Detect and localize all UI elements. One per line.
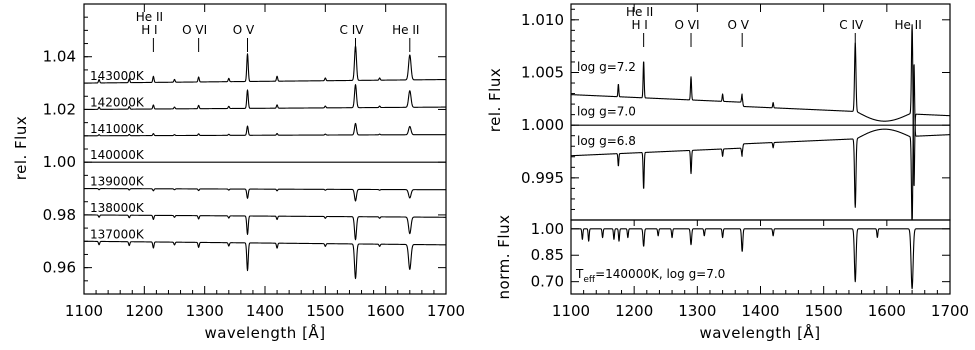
- right-x-tick-label: 1700: [931, 302, 969, 320]
- left-series-line: [83, 240, 447, 280]
- right-bottom-y-tick-label: 0.70: [531, 273, 564, 291]
- annotation-text: =140000K, log g=7.0: [595, 267, 725, 281]
- right-top-y-tick-label: 1.005: [521, 63, 564, 81]
- left-series-label: 143000K: [90, 69, 145, 83]
- right-top-series-line: [570, 64, 951, 221]
- right-top-series-label: log g=7.2: [577, 60, 636, 74]
- left-series-line: [83, 45, 447, 84]
- right-top-series-label: log g=7.0: [577, 104, 636, 118]
- right-line-marker-label: He II: [894, 18, 921, 32]
- left-series-line: [83, 122, 447, 137]
- left-series-label: 139000K: [90, 175, 145, 189]
- left-y-tick-label: 0.96: [43, 259, 76, 277]
- left-series-label: 137000K: [90, 227, 145, 241]
- left-x-tick-label: 1100: [65, 302, 103, 320]
- left-y-axis-title: rel. Flux: [12, 116, 30, 180]
- left-series-label: 142000K: [90, 95, 145, 109]
- right-top-y-tick-label: 1.000: [521, 116, 564, 134]
- left-line-marker-label-top: He II: [136, 10, 163, 24]
- right-top-y-tick-label: 0.995: [521, 169, 564, 187]
- right-x-tick-label: 1200: [615, 302, 653, 320]
- right-line-marker-label: O V: [727, 18, 749, 32]
- left-x-axis: 1100 1200 1300 1400 1500 1600 1700: [65, 4, 465, 320]
- right-line-marker-label: C IV: [839, 18, 864, 32]
- left-y-tick-label: 0.98: [43, 206, 76, 224]
- left-x-axis-title: wavelength [Å]: [204, 323, 325, 342]
- left-series-line: [83, 214, 447, 241]
- left-y-tick-label: 1.00: [43, 153, 76, 171]
- left-series-label: 138000K: [90, 201, 145, 215]
- right-x-tick-label: 1300: [678, 302, 716, 320]
- left-line-marker-label: H I: [141, 23, 157, 37]
- left-y-axis: 0.96 0.98 1.00 1.02 1.04: [43, 3, 446, 282]
- left-y-tick-label: 1.04: [43, 48, 76, 66]
- right-line-marker-label: H I: [631, 18, 647, 32]
- left-series-label: 141000K: [90, 122, 145, 136]
- right-x-tick-label: 1100: [552, 302, 590, 320]
- left-line-marker-label: O V: [233, 23, 255, 37]
- left-series-line: [83, 84, 447, 110]
- right-bottom-plot-area: [570, 228, 951, 290]
- right-top-y-axis: 0.995 1.000 1.005 1.010: [521, 8, 950, 210]
- right-top-y-axis-title: rel. Flux: [486, 68, 504, 132]
- right-top-series-label: log g=6.8: [577, 134, 636, 148]
- right-top-plot-area: log g=7.2 log g=7.0 log g=6.8: [570, 24, 951, 221]
- left-x-tick-label: 1200: [125, 302, 163, 320]
- left-line-marker-label: C IV: [340, 23, 365, 37]
- annotation-subscript: eff: [583, 275, 596, 285]
- right-x-axis: 1100 1200 1300 1400 1500 1600 1700: [552, 4, 969, 320]
- left-y-tick-label: 1.02: [43, 100, 76, 118]
- right-panel: log g=7.2 log g=7.0 log g=6.8 0.995 1.000 1.…: [486, 3, 969, 342]
- right-line-marker-label: O VI: [675, 18, 700, 32]
- annotation-prefix: T: [575, 267, 584, 281]
- right-bottom-y-axis: 0.70 0.85 1.00: [531, 220, 950, 291]
- left-x-tick-label: 1600: [367, 302, 405, 320]
- annotation-teff: Teff=140000K, log g=7.0: [575, 267, 725, 285]
- right-bottom-series-line: [570, 228, 951, 290]
- right-top-series-line: [570, 24, 951, 187]
- left-series-line: [83, 188, 447, 202]
- right-bottom-y-tick-label: 1.00: [531, 220, 564, 238]
- left-panel: 143000K 142000K 141000K 140000K 139000K 13800…: [12, 3, 465, 342]
- right-bottom-plot-frame: [570, 219, 951, 295]
- right-bottom-y-axis-title: norm. Flux: [495, 215, 513, 300]
- left-line-marker-label: He II: [392, 23, 419, 37]
- left-x-tick-label: 1700: [427, 302, 465, 320]
- left-series-label: 140000K: [90, 148, 145, 162]
- left-x-tick-label: 1300: [186, 302, 224, 320]
- left-line-marker-label: O VI: [182, 23, 207, 37]
- left-plot-area: 143000K 142000K 141000K 140000K 139000K 13800…: [83, 45, 447, 280]
- left-x-tick-label: 1400: [246, 302, 284, 320]
- right-x-tick-label: 1600: [868, 302, 906, 320]
- right-x-axis-title: wavelength [Å]: [699, 323, 820, 342]
- right-x-tick-label: 1400: [741, 302, 779, 320]
- right-bottom-y-tick-label: 0.85: [531, 246, 564, 264]
- left-x-tick-label: 1500: [306, 302, 344, 320]
- right-x-tick-label: 1500: [805, 302, 843, 320]
- right-line-marker-label-top: He II: [626, 5, 653, 19]
- right-top-y-tick-label: 1.010: [521, 11, 564, 29]
